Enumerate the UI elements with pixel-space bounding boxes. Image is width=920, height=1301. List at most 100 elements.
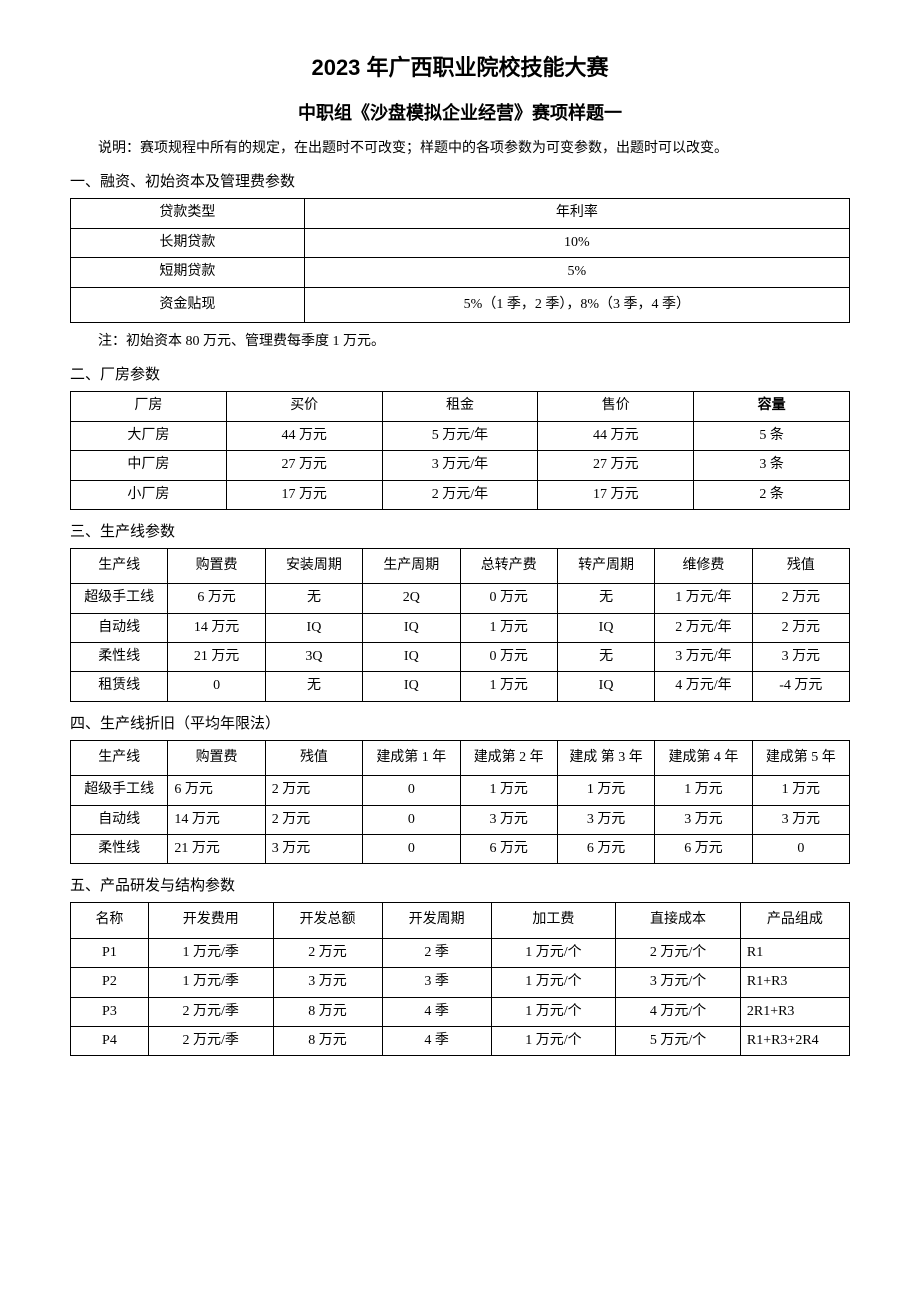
t4-r2c6: 6 万元: [655, 835, 752, 864]
t4-r1c4: 3 万元: [460, 805, 557, 834]
t5-r0c4: 1 万元/个: [491, 938, 616, 967]
table-plant: 厂房 买价 租金 售价 容量 大厂房 44 万元 5 万元/年 44 万元 5 …: [70, 391, 850, 510]
table-production-line: 生产线 购置费 安装周期 生产周期 总转产费 转产周期 维修费 残值 超级手工线…: [70, 548, 850, 702]
t3-r1c2: IQ: [265, 613, 362, 642]
t4-r1c5: 3 万元: [557, 805, 654, 834]
t3-h1: 购置费: [168, 548, 265, 583]
t4-r2c7: 0: [752, 835, 849, 864]
t5-h3: 开发周期: [382, 903, 491, 938]
t3-r2c0: 柔性线: [71, 643, 168, 672]
t2-r0c2: 5 万元/年: [382, 421, 538, 450]
t2-h2: 租金: [382, 392, 538, 421]
t3-r0c0: 超级手工线: [71, 584, 168, 613]
t5-r2c6: 2R1+R3: [740, 997, 849, 1026]
t3-r0c2: 无: [265, 584, 362, 613]
t4-h6: 建成第 4 年: [655, 740, 752, 775]
t3-r1c1: 14 万元: [168, 613, 265, 642]
table1-note: 注：初始资本 80 万元、管理费每季度 1 万元。: [70, 331, 850, 353]
t5-r3c5: 5 万元/个: [616, 1026, 741, 1055]
t3-r2c3: IQ: [363, 643, 460, 672]
t5-r1c2: 3 万元: [273, 968, 382, 997]
t3-h3: 生产周期: [363, 548, 460, 583]
t4-r1c0: 自动线: [71, 805, 168, 834]
t4-r2c4: 6 万元: [460, 835, 557, 864]
t5-r1c6: R1+R3: [740, 968, 849, 997]
t5-r0c5: 2 万元/个: [616, 938, 741, 967]
t3-r3c5: IQ: [557, 672, 654, 701]
table-financing: 贷款类型 年利率 长期贷款 10% 短期贷款 5% 资金贴现 5%（1 季，2 …: [70, 198, 850, 323]
t2-r1c4: 3 条: [694, 451, 850, 480]
t4-h7: 建成第 5 年: [752, 740, 849, 775]
t2-r1c0: 中厂房: [71, 451, 227, 480]
t4-r0c2: 2 万元: [265, 776, 362, 805]
t5-r3c4: 1 万元/个: [491, 1026, 616, 1055]
t3-r3c7: -4 万元: [752, 672, 849, 701]
t4-r2c0: 柔性线: [71, 835, 168, 864]
t2-r1c2: 3 万元/年: [382, 451, 538, 480]
t5-r3c3: 4 季: [382, 1026, 491, 1055]
t2-r2c0: 小厂房: [71, 480, 227, 509]
t5-r0c2: 2 万元: [273, 938, 382, 967]
section2-heading: 二、厂房参数: [70, 363, 850, 387]
t4-h1: 购置费: [168, 740, 265, 775]
t1-h0: 贷款类型: [71, 199, 305, 228]
table-depreciation: 生产线 购置费 残值 建成第 1 年 建成第 2 年 建成 第 3 年 建成第 …: [70, 740, 850, 865]
t4-r2c1: 21 万元: [168, 835, 265, 864]
t4-r2c5: 6 万元: [557, 835, 654, 864]
t5-r0c6: R1: [740, 938, 849, 967]
t5-r3c6: R1+R3+2R4: [740, 1026, 849, 1055]
t5-r0c1: 1 万元/季: [148, 938, 273, 967]
t5-r3c0: P4: [71, 1026, 149, 1055]
t4-r1c6: 3 万元: [655, 805, 752, 834]
t4-r1c1: 14 万元: [168, 805, 265, 834]
t1-r2c1: 5%（1 季，2 季），8%（3 季，4 季）: [304, 287, 849, 322]
t4-r1c3: 0: [363, 805, 460, 834]
t2-r0c3: 44 万元: [538, 421, 694, 450]
t5-h2: 开发总额: [273, 903, 382, 938]
t5-r3c1: 2 万元/季: [148, 1026, 273, 1055]
t3-r2c5: 无: [557, 643, 654, 672]
section3-heading: 三、生产线参数: [70, 520, 850, 544]
t2-r1c3: 27 万元: [538, 451, 694, 480]
t3-r1c0: 自动线: [71, 613, 168, 642]
t3-r1c7: 2 万元: [752, 613, 849, 642]
t5-r2c5: 4 万元/个: [616, 997, 741, 1026]
t3-r0c6: 1 万元/年: [655, 584, 752, 613]
t3-r0c5: 无: [557, 584, 654, 613]
t3-h6: 维修费: [655, 548, 752, 583]
t5-r2c0: P3: [71, 997, 149, 1026]
t4-h5: 建成 第 3 年: [557, 740, 654, 775]
t2-r0c1: 44 万元: [226, 421, 382, 450]
t1-r1c1: 5%: [304, 258, 849, 287]
t5-h6: 产品组成: [740, 903, 849, 938]
intro-note: 说明：赛项规程中所有的规定，在出题时不可改变；样题中的各项参数为可变参数，出题时…: [70, 138, 850, 160]
t4-r1c7: 3 万元: [752, 805, 849, 834]
t4-r0c5: 1 万元: [557, 776, 654, 805]
t2-h3: 售价: [538, 392, 694, 421]
t3-r0c4: 0 万元: [460, 584, 557, 613]
t1-r1c0: 短期贷款: [71, 258, 305, 287]
t5-r1c3: 3 季: [382, 968, 491, 997]
t1-r0c1: 10%: [304, 228, 849, 257]
t2-r0c0: 大厂房: [71, 421, 227, 450]
t2-r0c4: 5 条: [694, 421, 850, 450]
t3-r3c2: 无: [265, 672, 362, 701]
t1-r0c0: 长期贷款: [71, 228, 305, 257]
t5-r0c3: 2 季: [382, 938, 491, 967]
t2-h0: 厂房: [71, 392, 227, 421]
t3-r2c2: 3Q: [265, 643, 362, 672]
t5-h5: 直接成本: [616, 903, 741, 938]
t3-r2c4: 0 万元: [460, 643, 557, 672]
t3-r1c6: 2 万元/年: [655, 613, 752, 642]
t3-r2c7: 3 万元: [752, 643, 849, 672]
section4-heading: 四、生产线折旧（平均年限法）: [70, 712, 850, 736]
t4-h2: 残值: [265, 740, 362, 775]
t1-r2c0: 资金贴现: [71, 287, 305, 322]
t4-r0c0: 超级手工线: [71, 776, 168, 805]
t5-h0: 名称: [71, 903, 149, 938]
t3-r3c1: 0: [168, 672, 265, 701]
t5-r1c0: P2: [71, 968, 149, 997]
section1-heading: 一、融资、初始资本及管理费参数: [70, 170, 850, 194]
t4-h0: 生产线: [71, 740, 168, 775]
t3-r0c3: 2Q: [363, 584, 460, 613]
